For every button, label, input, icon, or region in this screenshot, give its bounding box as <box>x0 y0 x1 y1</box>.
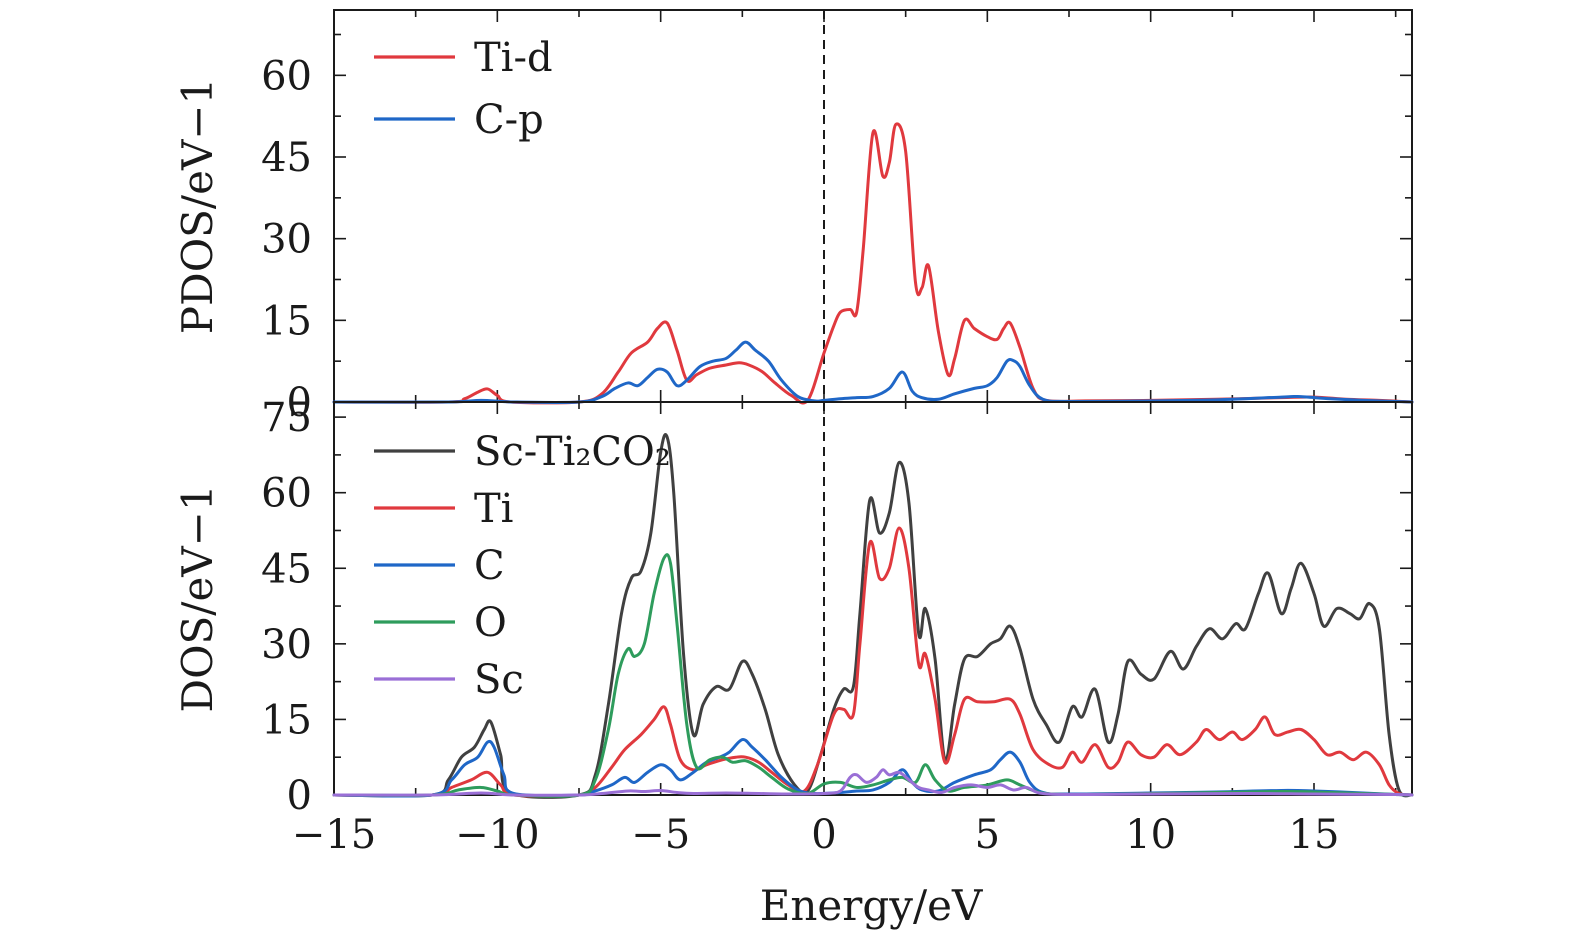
y-tick-label: 0 <box>287 773 312 819</box>
y-axis-label: DOS/eV−1 <box>173 484 222 712</box>
x-tick-label: −10 <box>455 812 539 858</box>
y-tick-label: 60 <box>261 53 312 99</box>
y-tick-label: 0 <box>287 380 312 426</box>
series-line-c <box>332 738 1414 798</box>
y-axis-label: PDOS/eV−1 <box>173 78 222 334</box>
y-tick-label: 45 <box>261 546 312 592</box>
y-tick-label: 60 <box>261 471 312 517</box>
legend-label: C <box>474 543 505 589</box>
y-tick-label: 45 <box>261 135 312 181</box>
x-tick-label: 15 <box>1289 812 1340 858</box>
y-tick-label: 75 <box>261 395 312 441</box>
y-tick-label: 30 <box>261 217 312 263</box>
x-axis-label: Energy/eV <box>760 881 983 930</box>
legend-label: Sc-Ti₂CO₂ <box>474 429 671 475</box>
legend-label: Ti-d <box>474 35 553 81</box>
legend-label: C-p <box>474 97 544 143</box>
y-tick-label: 15 <box>261 298 312 344</box>
x-tick-label: −15 <box>292 812 376 858</box>
x-tick-label: −5 <box>631 812 690 858</box>
legend-label: Ti <box>474 486 513 532</box>
x-tick-label: 5 <box>975 812 1000 858</box>
y-tick-label: 30 <box>261 622 312 668</box>
series-line-ti <box>332 526 1414 798</box>
x-tick-label: 10 <box>1125 812 1176 858</box>
series-line-sc-ti-co- <box>332 433 1414 799</box>
legend-label: O <box>474 600 507 646</box>
y-tick-label: 15 <box>261 697 312 743</box>
series-line-sc <box>332 768 1414 797</box>
x-tick-label: 0 <box>811 812 836 858</box>
legend-label: Sc <box>474 657 524 703</box>
series-line-ti-d <box>332 122 1414 405</box>
